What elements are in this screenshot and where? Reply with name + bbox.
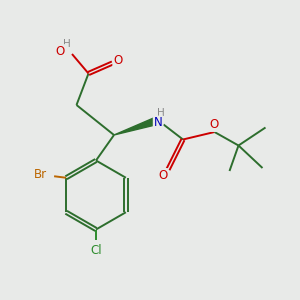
Text: O: O xyxy=(56,45,64,58)
Text: Br: Br xyxy=(34,168,47,181)
Text: H: H xyxy=(63,39,71,50)
Text: Cl: Cl xyxy=(90,244,102,257)
Text: O: O xyxy=(113,53,122,67)
Text: H: H xyxy=(157,108,165,118)
Text: O: O xyxy=(210,118,219,131)
Text: O: O xyxy=(158,169,167,182)
Text: N: N xyxy=(154,116,163,130)
Polygon shape xyxy=(114,118,156,135)
